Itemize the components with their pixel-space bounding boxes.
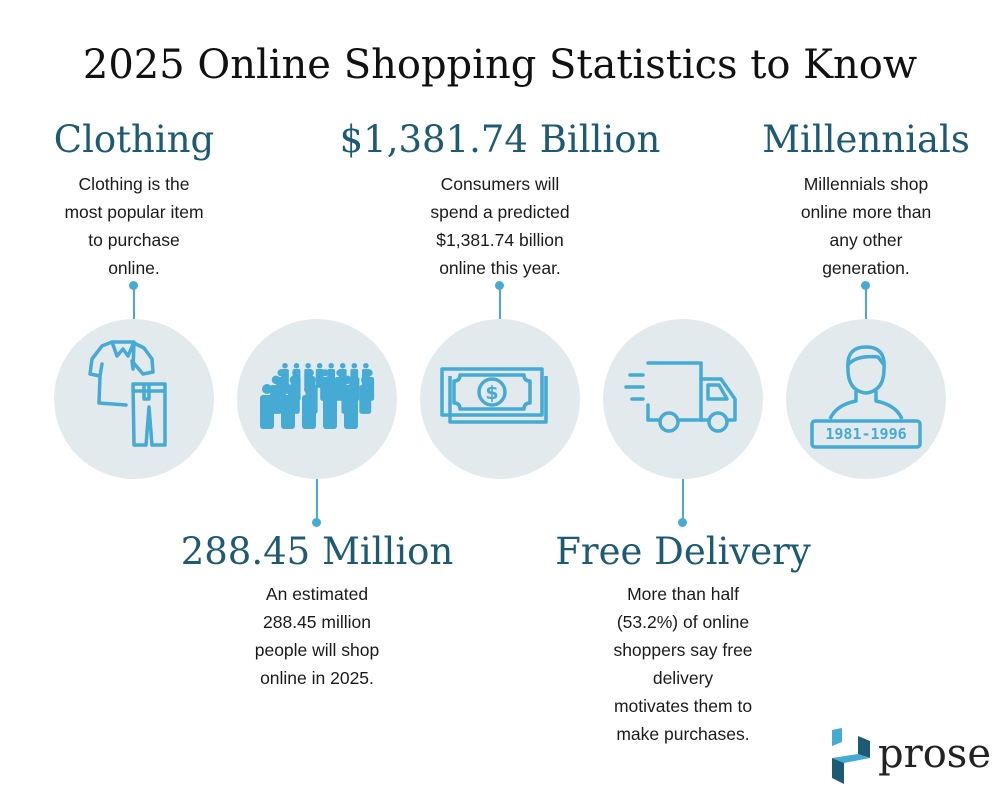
person-head <box>365 369 373 377</box>
person-head <box>351 362 358 369</box>
person-head <box>282 362 288 369</box>
desc-line: make purchases. <box>616 724 750 744</box>
desc-line: to purchase <box>88 230 180 250</box>
millennial-circle: 1981-1996 <box>786 319 946 479</box>
person-head <box>304 384 314 394</box>
desc-line: Millennials shop <box>803 174 929 194</box>
stat-desc-clothing: Clothing is the most popular item to pur… <box>34 170 234 282</box>
desc-line: (53.2%) of online <box>616 612 750 632</box>
svg-text:$: $ <box>485 382 498 404</box>
stat-desc-delivery: More than half (53.2%) of online shopper… <box>583 580 783 748</box>
person-head <box>289 375 299 385</box>
crowd-icon <box>260 362 375 429</box>
person-head <box>351 369 358 377</box>
desc-line: generation. <box>822 258 910 278</box>
prose-logo-text: prose <box>878 731 992 777</box>
person-head <box>277 369 285 377</box>
person-head <box>321 369 329 377</box>
desc-line: people will shop <box>254 640 380 660</box>
person-head <box>262 384 272 394</box>
desc-line: online. <box>108 258 160 278</box>
person-head <box>363 362 369 369</box>
clothing-icon <box>88 340 167 447</box>
person-head <box>328 362 334 369</box>
stat-heading-delivery: Free Delivery <box>555 530 811 573</box>
connector-dot <box>678 518 687 527</box>
desc-line: More than half <box>627 584 739 604</box>
connector-dot <box>312 518 321 527</box>
desc-line: 288.45 million <box>263 612 371 632</box>
desc-line: $1,381.74 billion <box>436 230 564 250</box>
connector-dot <box>495 281 504 290</box>
person-body <box>260 395 274 429</box>
desc-line: Consumers will <box>440 174 560 194</box>
person-head <box>293 362 300 369</box>
stat-heading-spending: $1,381.74 Billion <box>339 118 661 161</box>
person-head <box>271 375 281 385</box>
person-head <box>305 362 311 369</box>
desc-line: spend a predicted <box>430 202 570 222</box>
desc-line: online this year. <box>439 258 561 278</box>
connector-line <box>133 286 135 320</box>
truck-circle <box>603 319 763 479</box>
desc-line: motivates them to <box>613 696 753 716</box>
person-head <box>361 375 370 385</box>
connector-dot <box>129 281 138 290</box>
desc-line: any other <box>829 230 903 250</box>
person-head <box>340 362 346 369</box>
connector-line <box>865 286 867 320</box>
connector-line <box>316 479 318 519</box>
desc-line: most popular item <box>64 202 204 222</box>
prose-logo-icon <box>832 728 870 784</box>
stat-desc-millennials: Millennials shop online more than any ot… <box>766 170 966 282</box>
stat-heading-shoppers: 288.45 Million <box>180 530 454 573</box>
person-head <box>283 384 293 394</box>
stat-desc-shoppers: An estimated 288.45 million people will … <box>217 580 417 692</box>
desc-line: online more than <box>800 202 932 222</box>
connector-line <box>499 286 501 320</box>
stat-heading-millennials: Millennials <box>762 118 970 161</box>
page-title: 2025 Online Shopping Statistics to Know <box>82 42 918 88</box>
desc-line: shoppers say free <box>613 640 753 660</box>
person-head <box>325 375 334 385</box>
person-head <box>292 369 300 377</box>
truck-icon <box>624 361 737 433</box>
connector-dot <box>861 281 870 290</box>
money-circle: $ <box>420 319 580 479</box>
crowd-circle <box>237 319 397 479</box>
person-body <box>281 395 295 429</box>
desc-line: online in 2025. <box>260 668 374 688</box>
person-body <box>344 395 358 429</box>
generation-badge: 1981-1996 <box>825 425 907 443</box>
person-head <box>336 369 344 377</box>
stat-heading-clothing: Clothing <box>53 118 215 161</box>
person-head <box>325 384 335 394</box>
person-head <box>343 375 352 385</box>
person-head <box>307 375 316 385</box>
clothing-circle <box>54 319 214 479</box>
person-head <box>306 369 314 377</box>
person-body <box>302 395 316 429</box>
desc-line: An estimated <box>265 584 369 604</box>
millennial-icon <box>810 345 922 449</box>
person-body <box>323 395 337 429</box>
desc-line: Clothing is the <box>78 174 190 194</box>
stat-desc-spending: Consumers will spend a predicted $1,381.… <box>400 170 600 282</box>
desc-line: delivery <box>652 668 714 688</box>
person-head <box>316 362 323 369</box>
connector-line <box>682 479 684 519</box>
person-head <box>346 384 356 394</box>
money-icon: $ <box>440 367 548 424</box>
person-body <box>359 385 372 414</box>
